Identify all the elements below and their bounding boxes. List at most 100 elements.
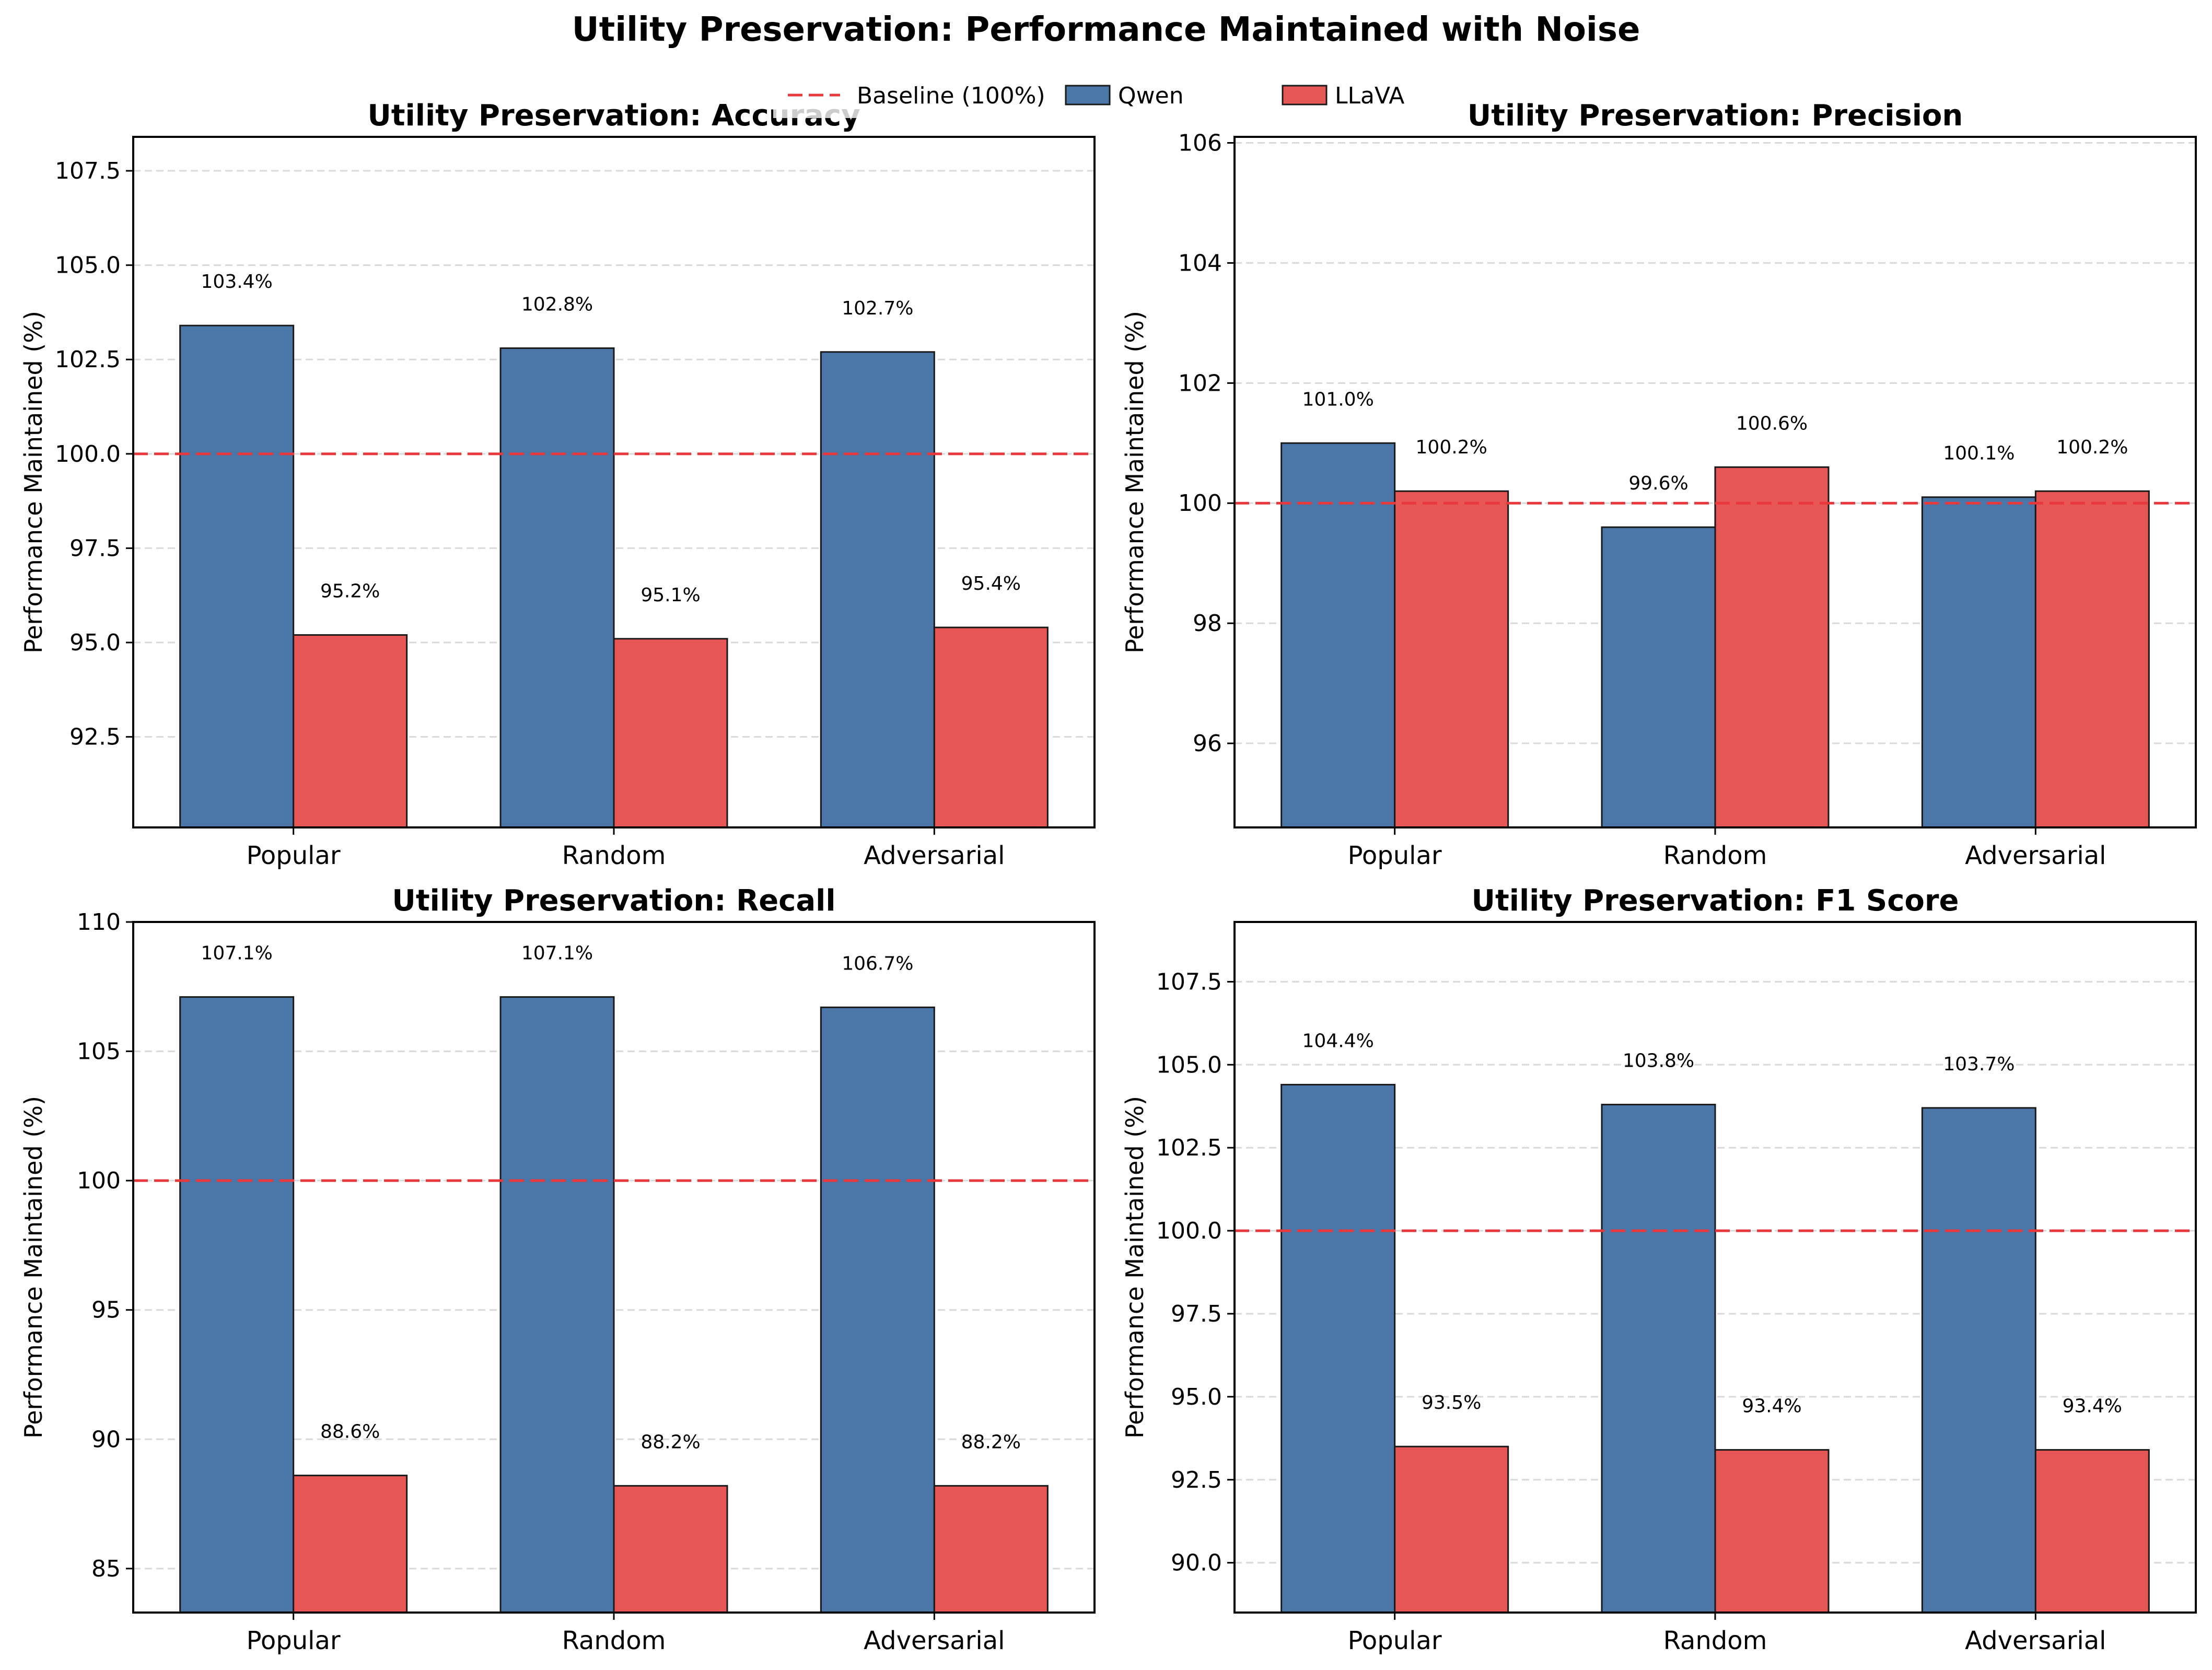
x-tick-label: Adversarial	[1965, 1626, 2106, 1655]
x-tick-label: Random	[1663, 1626, 1767, 1655]
bar-llava-adversarial	[2034, 490, 2150, 828]
y-tick-label: 105.0	[55, 252, 121, 279]
bar-value-label: 88.2%	[641, 1431, 700, 1453]
y-tick-label: 90.0	[1171, 1550, 1222, 1576]
y-tick-label: 106	[1178, 130, 1222, 156]
chart-panel-1: 92.5 95.0 97.5 100.0 102.5 105.0 107.5 103.4% 95…	[19, 99, 1096, 870]
bar-llava-popular	[1394, 1445, 1509, 1614]
bar-llava-adversarial	[933, 1485, 1049, 1614]
figure-title: Utility Preservation: Performance Mainta…	[572, 10, 1640, 49]
y-tick-label: 105.0	[1156, 1052, 1222, 1078]
x-tick-label: Adversarial	[1965, 841, 2106, 870]
plot-frame	[132, 136, 1096, 828]
x-tick-label: Popular	[247, 1626, 341, 1655]
bar-value-label: 103.4%	[201, 271, 273, 293]
y-tick-label: 95	[91, 1297, 121, 1324]
y-axis-label: Performance Maintained (%)	[1121, 1096, 1149, 1439]
y-tick-label: 100	[1178, 490, 1222, 517]
y-tick-label: 100.0	[55, 441, 121, 468]
legend-label: Baseline (100%)	[857, 83, 1045, 109]
y-tick-label: 95.0	[1171, 1384, 1222, 1410]
chart-panels: 92.5 95.0 97.5 100.0 102.5 105.0 107.5 103.4% 95…	[19, 99, 2197, 1655]
plot-frame	[1233, 921, 2197, 1614]
y-tick-label: 102.5	[1156, 1135, 1222, 1161]
x-tick-label: Adversarial	[864, 1626, 1005, 1655]
bar-value-label: 102.8%	[521, 294, 593, 316]
bar-value-label: 103.8%	[1623, 1050, 1694, 1072]
y-tick-label: 102	[1178, 370, 1222, 396]
bar-llava-popular	[1394, 490, 1509, 828]
bar-qwen-popular	[1280, 1083, 1396, 1614]
y-tick-label: 104	[1178, 250, 1222, 276]
chart-panel-4: 90.0 92.5 95.0 97.5 100.0 102.5 105.0 107.5 104.…	[1121, 884, 2197, 1655]
chart-panel-2: 96 98 100 102 104 106 101.0% 100.2% Popular 99.6%…	[1121, 99, 2197, 870]
bar-qwen-adversarial	[1921, 496, 2036, 828]
panel-title: Utility Preservation: Recall	[392, 884, 835, 918]
bar-qwen-random	[499, 347, 615, 828]
legend-swatch-qwen	[1065, 85, 1111, 106]
y-tick-label: 92.5	[69, 724, 121, 751]
y-tick-label: 97.5	[69, 535, 121, 562]
bar-value-label: 95.2%	[320, 581, 380, 602]
figure-legend: Baseline (100%) Qwen LLaVA	[773, 74, 1447, 118]
bar-qwen-popular	[179, 996, 295, 1614]
x-tick-label: Random	[562, 1626, 666, 1655]
x-tick-label: Popular	[1348, 1626, 1442, 1655]
x-tick-label: Random	[1663, 841, 1767, 870]
bar-llava-random	[1714, 1449, 1830, 1614]
bar-qwen-random	[499, 996, 615, 1614]
bar-llava-random	[613, 1485, 728, 1614]
bar-qwen-popular	[1280, 442, 1396, 828]
bar-value-label: 93.5%	[1422, 1392, 1481, 1414]
bar-value-label: 99.6%	[1628, 473, 1688, 494]
bar-value-label: 100.1%	[1943, 443, 2015, 464]
chart-panel-3: 85 90 95 100 105 110 107.1% 88.6% Popular 107.1% 8…	[19, 884, 1096, 1655]
bar-value-label: 93.4%	[2063, 1396, 2122, 1417]
y-tick-label: 107.5	[1156, 968, 1222, 995]
panel-title: Utility Preservation: F1 Score	[1472, 884, 1959, 918]
y-tick-label: 85	[91, 1556, 121, 1582]
bar-value-label: 88.2%	[961, 1431, 1021, 1453]
bar-qwen-adversarial	[1921, 1107, 2036, 1614]
y-tick-label: 98	[1193, 610, 1222, 637]
y-tick-label: 95.0	[69, 629, 121, 656]
plot-frame	[1233, 136, 2197, 828]
y-tick-label: 107.5	[55, 158, 121, 184]
y-tick-label: 100.0	[1156, 1218, 1222, 1244]
bar-value-label: 93.4%	[1742, 1396, 1801, 1417]
bar-llava-adversarial	[2034, 1449, 2150, 1614]
bar-value-label: 100.2%	[2056, 437, 2128, 458]
x-tick-label: Popular	[247, 841, 341, 870]
x-tick-label: Adversarial	[864, 841, 1005, 870]
legend-label: LLaVA	[1335, 83, 1404, 109]
bar-qwen-random	[1601, 1104, 1716, 1614]
bar-value-label: 88.6%	[320, 1421, 380, 1443]
bar-llava-popular	[293, 634, 408, 828]
bar-value-label: 107.1%	[201, 943, 273, 964]
bar-llava-random	[613, 638, 728, 828]
bar-qwen-adversarial	[820, 351, 935, 828]
y-tick-label: 110	[77, 909, 121, 936]
bar-llava-popular	[293, 1475, 408, 1614]
panel-title: Utility Preservation: Precision	[1468, 99, 1963, 133]
bar-value-label: 95.1%	[641, 585, 700, 606]
bar-value-label: 106.7%	[842, 953, 913, 974]
legend-label: Qwen	[1118, 83, 1184, 109]
bar-value-label: 95.4%	[961, 573, 1021, 594]
bar-value-label: 100.2%	[1416, 437, 1487, 458]
bar-value-label: 100.6%	[1736, 413, 1808, 434]
y-axis-label: Performance Maintained (%)	[19, 311, 48, 653]
bar-value-label: 103.7%	[1943, 1054, 2015, 1075]
y-tick-label: 100	[77, 1167, 121, 1194]
legend-swatch-llava	[1282, 85, 1328, 106]
y-axis-label: Performance Maintained (%)	[1121, 311, 1149, 653]
x-tick-label: Popular	[1348, 841, 1442, 870]
y-tick-label: 102.5	[55, 346, 121, 373]
y-tick-label: 92.5	[1171, 1467, 1222, 1493]
bar-value-label: 104.4%	[1302, 1030, 1374, 1052]
y-tick-label: 105	[77, 1038, 121, 1065]
bar-qwen-random	[1601, 526, 1716, 828]
bar-value-label: 107.1%	[521, 943, 593, 964]
